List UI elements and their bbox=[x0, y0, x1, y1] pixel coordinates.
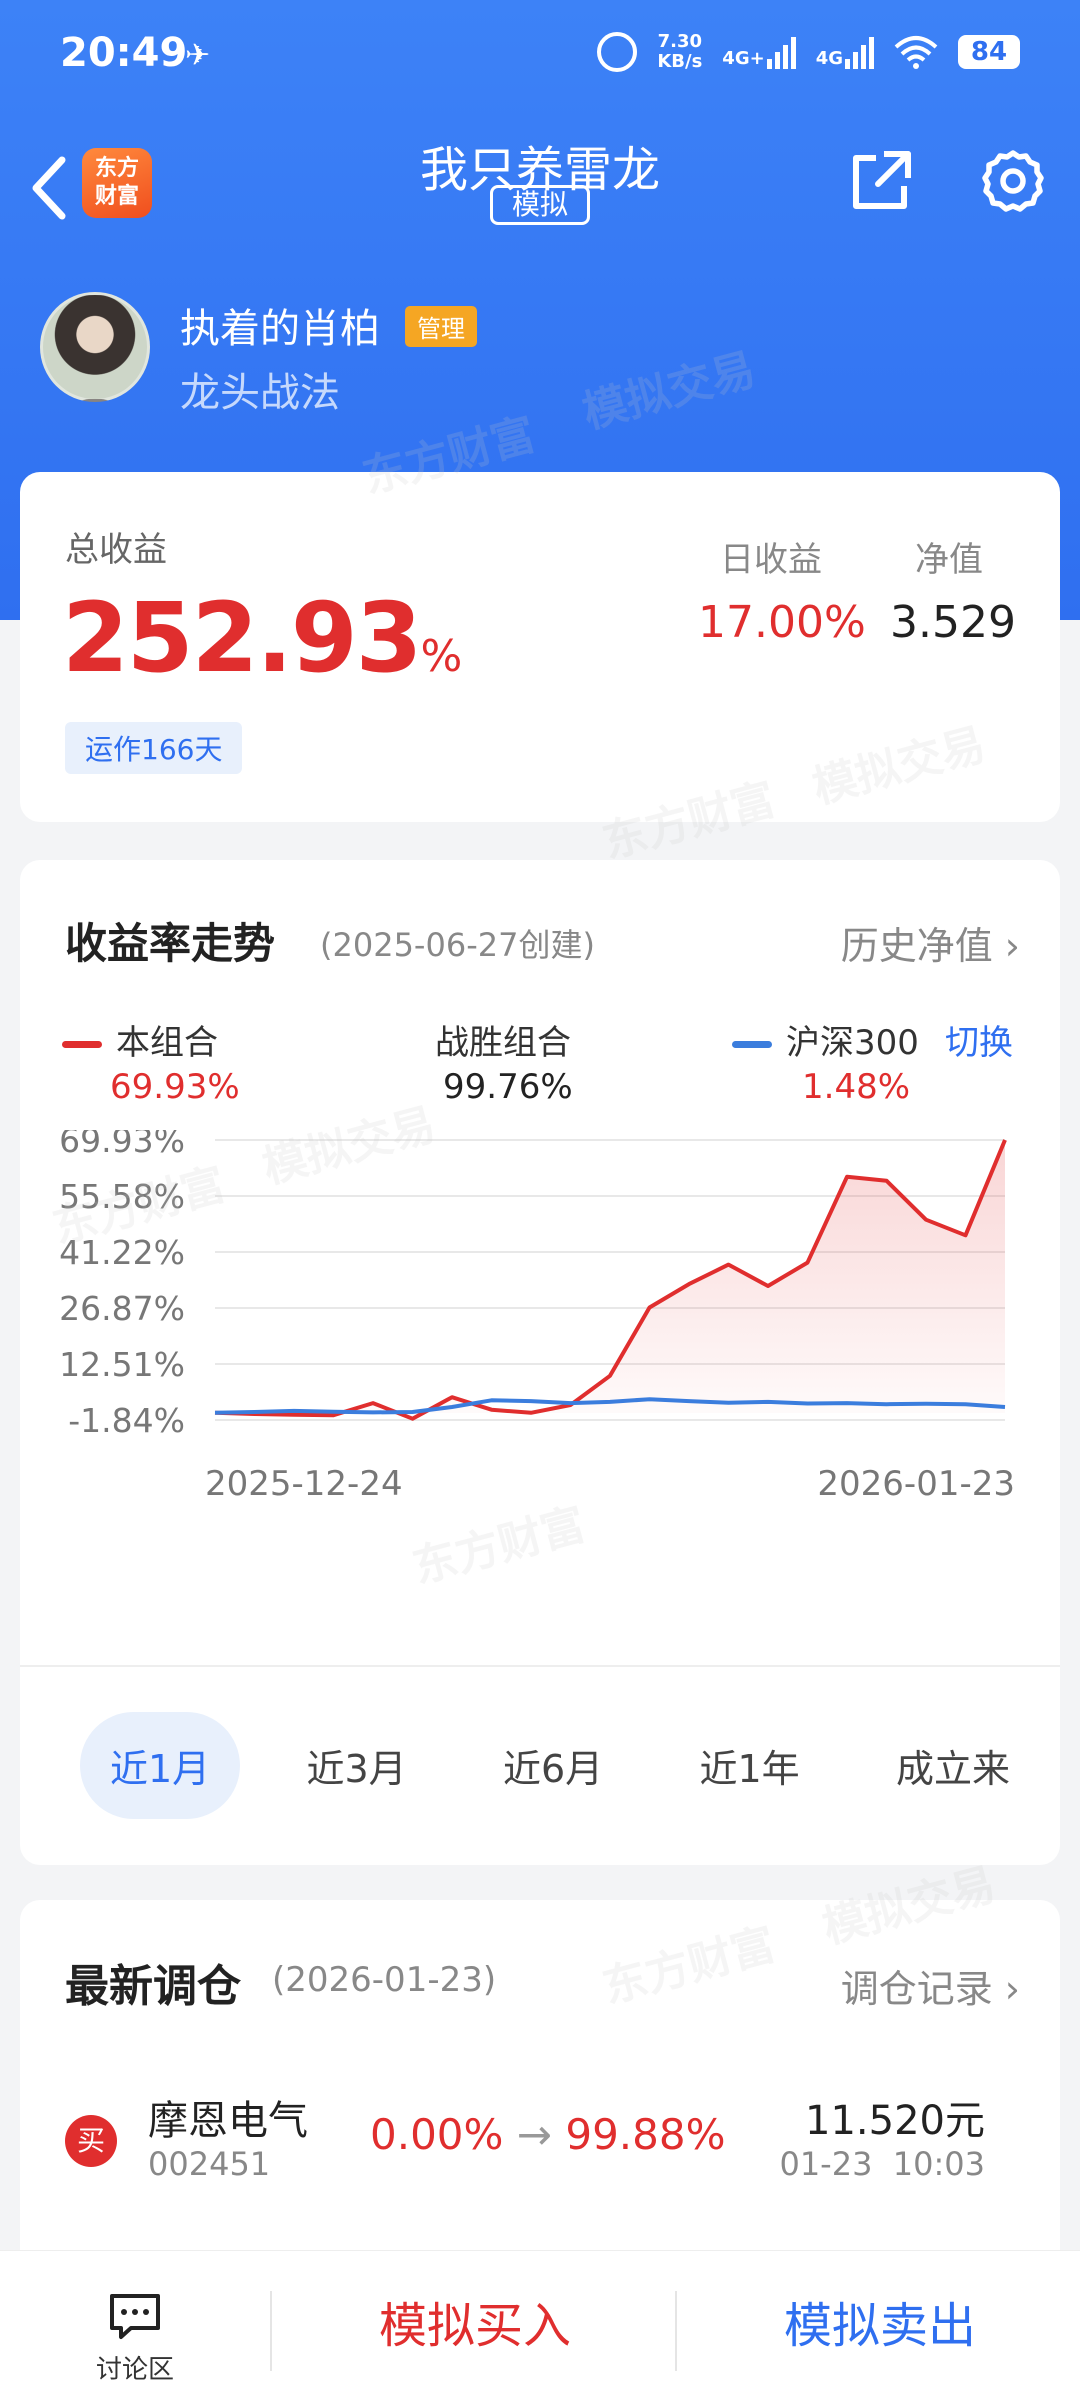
discussion-button[interactable]: 讨论区 bbox=[80, 2291, 190, 2386]
portfolio-owner[interactable]: 执着的肖柏 管理 龙头战法 bbox=[40, 292, 1040, 422]
total-return-value: 252.93% bbox=[62, 582, 462, 694]
position-from: 0.00% bbox=[370, 2110, 504, 2159]
return-trend-card: 收益率走势 (2025-06-27创建) 历史净值 › 本组合 69.93% 战… bbox=[20, 860, 1060, 1865]
period-tab[interactable]: 成立来 bbox=[895, 1746, 1010, 1791]
network-type-2: 4G bbox=[815, 48, 843, 69]
net-value-label: 净值 bbox=[915, 540, 983, 580]
bottom-action-bar: 讨论区 模拟买入 模拟卖出 bbox=[0, 2250, 1080, 2400]
legend-red-line bbox=[62, 1041, 102, 1048]
period-tab[interactable]: 近6月 bbox=[502, 1746, 604, 1791]
trade-price: 11.520元 bbox=[805, 2098, 985, 2144]
arrow-right-icon: → bbox=[516, 2110, 552, 2159]
strategy-name: 龙头战法 bbox=[180, 370, 340, 416]
stock-name: 摩恩电气 bbox=[148, 2098, 308, 2144]
signal-2: 4G bbox=[816, 35, 874, 69]
app-logo: 东方 财富 bbox=[82, 148, 152, 218]
signal-1: 4G+ bbox=[722, 35, 796, 69]
trade-time: 01-23 10:03 bbox=[779, 2145, 985, 2183]
page-title: 我只养雷龙 bbox=[419, 142, 660, 198]
history-nav-link[interactable]: 历史净值 › bbox=[841, 915, 1020, 970]
y-tick-label: 55.58% bbox=[59, 1177, 185, 1216]
y-tick-label: 12.51% bbox=[59, 1345, 185, 1384]
discussion-label: 讨论区 bbox=[95, 2355, 174, 2385]
share-button[interactable] bbox=[850, 148, 914, 212]
daily-return-label: 日收益 bbox=[720, 540, 822, 580]
y-tick-label: 26.87% bbox=[59, 1289, 185, 1328]
admin-badge: 管理 bbox=[405, 306, 477, 347]
divider bbox=[270, 2291, 272, 2371]
signal-bars-icon bbox=[845, 35, 874, 69]
legend-portfolio-label: 本组合 bbox=[116, 1023, 218, 1063]
position-change: 0.00% → 99.88% bbox=[370, 2110, 726, 2159]
trend-title: 收益率走势 bbox=[65, 919, 276, 968]
logo-text-1: 东方 bbox=[94, 156, 139, 181]
simulated-buy-button[interactable]: 模拟买入 bbox=[378, 2298, 571, 2354]
alarm-icon bbox=[597, 32, 638, 72]
legend-portfolio-value: 69.93% bbox=[110, 1067, 240, 1107]
legend-index: 沪深300 bbox=[732, 1015, 919, 1064]
buy-action-badge: 买 bbox=[65, 2115, 117, 2167]
speed-value: 7.30 bbox=[657, 31, 703, 52]
created-date: (2025-06-27创建) bbox=[320, 926, 595, 964]
period-tab[interactable]: 近1月 bbox=[80, 1711, 241, 1819]
wifi-icon bbox=[894, 36, 938, 69]
nav-bar: 东方 财富 我只养雷龙 模拟 bbox=[0, 130, 1080, 250]
position-to: 99.88% bbox=[565, 2110, 726, 2159]
owner-name: 执着的肖柏 bbox=[180, 306, 380, 352]
series-area-0 bbox=[215, 1140, 1005, 1419]
legend-index-label: 沪深300 bbox=[786, 1023, 919, 1063]
return-chart: 69.93% 55.58% 41.22% 26.87% 12.51% -1.84% 2025… bbox=[59, 1130, 1015, 1504]
legend-blue-line bbox=[732, 1041, 772, 1048]
period-tab[interactable]: 近3月 bbox=[306, 1746, 407, 1791]
status-bar: 20:49 ✈ 7.30 KB/s 4G+ 4G 84 bbox=[0, 0, 1080, 110]
total-return-label: 总收益 bbox=[65, 530, 167, 570]
battery-icon: 84 bbox=[958, 35, 1020, 69]
legend-beat-value: 99.76% bbox=[443, 1067, 573, 1107]
switch-benchmark-button[interactable]: 切换 bbox=[945, 1023, 1013, 1063]
rebalance-record-label: 调仓记录 bbox=[840, 1967, 993, 2011]
network-speed: 7.30 KB/s bbox=[657, 32, 702, 72]
total-return-number: 252.93 bbox=[62, 582, 422, 694]
notification-icon: ✈ bbox=[185, 38, 211, 73]
legend-beat-label: 战胜组合 bbox=[435, 1023, 571, 1063]
network-type-1: 4G+ bbox=[722, 48, 765, 69]
summary-card: 总收益 252.93% 运作166天 日收益 净值 17.00% 3.529 bbox=[20, 472, 1060, 822]
chevron-right-icon: › bbox=[1004, 1967, 1020, 2011]
running-days-badge: 运作166天 bbox=[65, 722, 243, 774]
back-button[interactable] bbox=[20, 148, 80, 228]
y-tick-label: 41.22% bbox=[59, 1233, 185, 1272]
rebalance-date: (2026-01-23) bbox=[272, 1960, 497, 2000]
status-time: 20:49 bbox=[60, 30, 188, 76]
legend-portfolio: 本组合 bbox=[62, 1015, 218, 1064]
y-tick-label: -1.84% bbox=[68, 1401, 185, 1440]
speed-unit: KB/s bbox=[657, 51, 703, 72]
chevron-right-icon: › bbox=[1004, 924, 1020, 968]
daily-return-value: 17.00% bbox=[698, 597, 866, 648]
chat-bubble-icon bbox=[110, 2294, 160, 2339]
simulated-sell-button[interactable]: 模拟卖出 bbox=[783, 2298, 976, 2354]
simulation-tag: 模拟 bbox=[490, 185, 590, 225]
rebalance-title: 最新调仓 bbox=[65, 1961, 241, 2012]
status-icons: 7.30 KB/s 4G+ 4G 84 bbox=[597, 32, 1020, 72]
rebalance-record-link[interactable]: 调仓记录 › bbox=[841, 1958, 1020, 2013]
x-tick-label: 2025-12-24 bbox=[205, 1464, 403, 1504]
legend-index-value: 1.48% bbox=[802, 1067, 911, 1107]
divider bbox=[20, 1665, 1060, 1667]
history-nav-label: 历史净值 bbox=[840, 924, 993, 968]
period-selector: 近1月 近3月 近6月 近1年 成立来 bbox=[80, 1710, 1040, 1820]
y-tick-label: 69.93% bbox=[59, 1130, 185, 1160]
net-value: 3.529 bbox=[890, 597, 1016, 648]
total-return-unit: % bbox=[420, 631, 463, 682]
logo-text-2: 财富 bbox=[94, 184, 139, 209]
x-tick-label: 2026-01-23 bbox=[817, 1464, 1015, 1504]
period-tab[interactable]: 近1年 bbox=[699, 1746, 800, 1791]
avatar[interactable] bbox=[40, 292, 150, 402]
signal-bars-icon bbox=[766, 35, 796, 69]
stock-code: 002451 bbox=[148, 2145, 271, 2183]
divider bbox=[675, 2291, 677, 2371]
settings-button[interactable] bbox=[980, 148, 1046, 214]
